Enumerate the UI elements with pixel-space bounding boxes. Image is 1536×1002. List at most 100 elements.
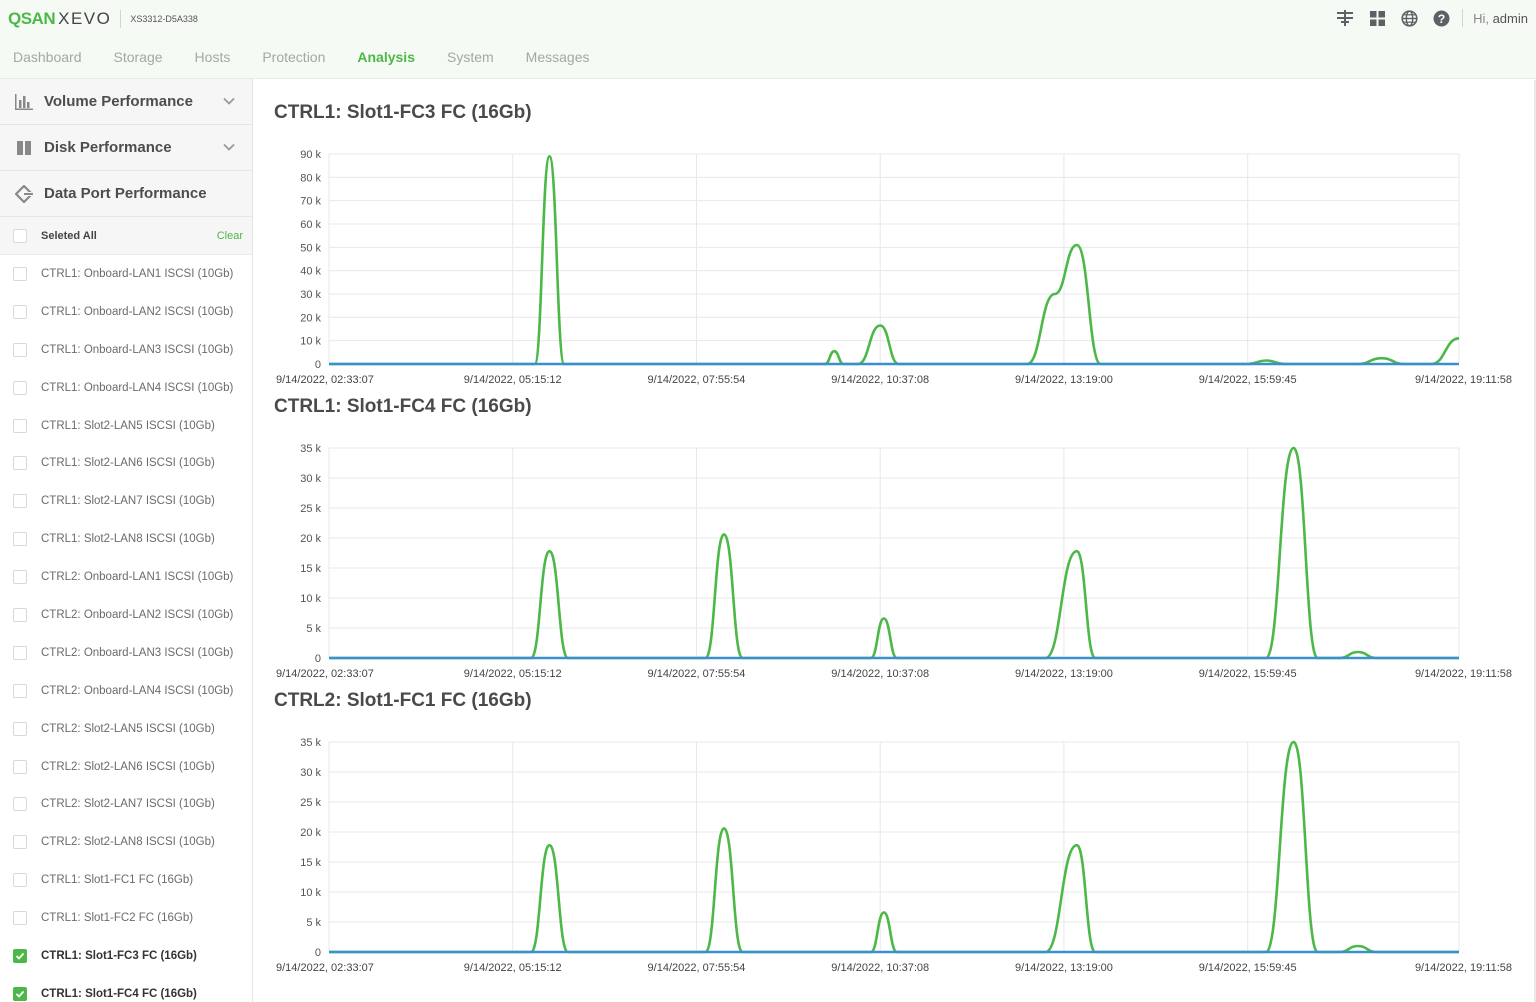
- data-port-item[interactable]: CTRL2: Slot2-LAN7 ISCSI (10Gb): [0, 785, 252, 823]
- performance-chart: 0 10 k 20 k 30 k 40 k 50 k 60 k 70 k 80 k 90 k 9/1…: [276, 149, 1512, 385]
- svg-text:?: ?: [1437, 11, 1444, 25]
- bar-chart-icon: [15, 93, 33, 111]
- globe-icon[interactable]: [1400, 9, 1418, 27]
- data-port-item[interactable]: CTRL2: Onboard-LAN4 ISCSI (10Gb): [0, 672, 252, 710]
- port-checkbox[interactable]: [13, 456, 27, 471]
- port-checkbox[interactable]: [13, 797, 27, 812]
- select-all-checkbox[interactable]: [13, 228, 27, 243]
- data-port-item[interactable]: CTRL2: Onboard-LAN3 ISCSI (10Gb): [0, 634, 252, 672]
- port-label: CTRL1: Onboard-LAN1 ISCSI (10Gb): [41, 267, 234, 280]
- grid-icon[interactable]: [1368, 9, 1386, 27]
- port-checkbox[interactable]: [13, 266, 27, 281]
- main-nav: Dashboard Storage Hosts Protection Analysis S…: [0, 46, 608, 68]
- port-checkbox[interactable]: [13, 911, 27, 926]
- data-port-item[interactable]: CTRL1: Slot1-FC1 FC (16Gb): [0, 861, 252, 899]
- data-port-item[interactable]: CTRL1: Onboard-LAN1 ISCSI (10Gb): [0, 255, 252, 293]
- data-port-list: CTRL1: Onboard-LAN1 ISCSI (10Gb) CTRL1: O…: [0, 255, 252, 1002]
- port-label: CTRL1: Slot2-LAN5 ISCSI (10Gb): [41, 419, 215, 432]
- port-label: CTRL1: Onboard-LAN2 ISCSI (10Gb): [41, 305, 234, 318]
- port-checkbox[interactable]: [13, 532, 27, 547]
- y-tick-label: 15 k: [300, 563, 321, 575]
- data-port-item[interactable]: CTRL2: Slot2-LAN8 ISCSI (10Gb): [0, 823, 252, 861]
- port-checkbox[interactable]: [13, 986, 27, 1001]
- data-port-item[interactable]: CTRL1: Slot1-FC2 FC (16Gb): [0, 899, 252, 937]
- header-actions: ? Hi, admin: [1322, 8, 1528, 28]
- y-tick-label: 5 k: [306, 623, 321, 635]
- checkmark-icon: [15, 990, 25, 998]
- y-tick-label: 35 k: [300, 737, 321, 749]
- tab-system[interactable]: System: [446, 49, 494, 65]
- x-tick-label: 9/14/2022, 13:19:00: [1015, 962, 1113, 973]
- y-tick-label: 30 k: [300, 767, 321, 779]
- port-label: CTRL2: Slot2-LAN5 ISCSI (10Gb): [41, 722, 215, 735]
- port-checkbox[interactable]: [13, 342, 27, 357]
- volume-performance-section[interactable]: Volume Performance: [0, 79, 252, 125]
- data-port-item[interactable]: CTRL1: Onboard-LAN2 ISCSI (10Gb): [0, 293, 252, 331]
- disk-performance-section[interactable]: Disk Performance: [0, 125, 252, 171]
- port-checkbox[interactable]: [13, 380, 27, 395]
- port-checkbox[interactable]: [13, 607, 27, 622]
- tab-analysis[interactable]: Analysis: [357, 49, 415, 65]
- brand: QSAN XEVO XS3312-D5A338: [8, 9, 198, 29]
- port-checkbox[interactable]: [13, 418, 27, 433]
- y-tick-label: 20 k: [300, 312, 321, 324]
- port-label: CTRL1: Slot2-LAN6 ISCSI (10Gb): [41, 457, 215, 470]
- y-tick-label: 50 k: [300, 242, 321, 254]
- y-tick-label: 80 k: [300, 172, 321, 184]
- data-port-item[interactable]: CTRL2: Onboard-LAN2 ISCSI (10Gb): [0, 596, 252, 634]
- x-tick-label: 9/14/2022, 07:55:54: [648, 668, 746, 679]
- brand-logo-qsan: QSAN: [8, 9, 56, 28]
- port-label: CTRL2: Slot2-LAN8 ISCSI (10Gb): [41, 836, 215, 849]
- data-port-performance-label: Data Port Performance: [44, 185, 207, 202]
- user-greeting[interactable]: Hi, admin: [1473, 11, 1528, 26]
- x-tick-label: 9/14/2022, 19:11:58: [1415, 374, 1512, 385]
- data-port-performance-section[interactable]: Data Port Performance: [0, 171, 252, 217]
- data-port-item[interactable]: CTRL1: Onboard-LAN4 ISCSI (10Gb): [0, 369, 252, 407]
- port-checkbox[interactable]: [13, 683, 27, 698]
- y-tick-label: 25 k: [300, 797, 321, 809]
- port-label: CTRL1: Onboard-LAN3 ISCSI (10Gb): [41, 343, 234, 356]
- data-port-item[interactable]: CTRL2: Slot2-LAN6 ISCSI (10Gb): [0, 748, 252, 786]
- port-label: CTRL2: Onboard-LAN2 ISCSI (10Gb): [41, 608, 234, 621]
- data-port-item[interactable]: CTRL1: Onboard-LAN3 ISCSI (10Gb): [0, 331, 252, 369]
- tab-storage[interactable]: Storage: [113, 49, 163, 65]
- port-checkbox[interactable]: [13, 948, 27, 963]
- data-port-item[interactable]: CTRL1: Slot2-LAN6 ISCSI (10Gb): [0, 444, 252, 482]
- tab-protection[interactable]: Protection: [262, 49, 326, 65]
- y-tick-label: 60 k: [300, 219, 321, 231]
- port-label: CTRL2: Slot2-LAN6 ISCSI (10Gb): [41, 760, 215, 773]
- chevron-down-icon: [222, 140, 236, 154]
- clear-button[interactable]: Clear: [216, 229, 243, 242]
- port-checkbox[interactable]: [13, 304, 27, 319]
- port-checkbox[interactable]: [13, 873, 27, 888]
- data-port-item[interactable]: CTRL1: Slot2-LAN8 ISCSI (10Gb): [0, 520, 252, 558]
- port-checkbox[interactable]: [13, 759, 27, 774]
- x-tick-label: 9/14/2022, 02:33:07: [276, 668, 374, 679]
- help-icon[interactable]: ?: [1432, 9, 1450, 27]
- network-icon[interactable]: [1336, 9, 1354, 27]
- data-port-item[interactable]: CTRL1: Slot2-LAN5 ISCSI (10Gb): [0, 407, 252, 445]
- tab-dashboard[interactable]: Dashboard: [13, 49, 82, 65]
- tab-hosts[interactable]: Hosts: [194, 49, 231, 65]
- data-port-item[interactable]: CTRL1: Slot1-FC4 FC (16Gb): [0, 975, 252, 1002]
- y-tick-label: 25 k: [300, 503, 321, 515]
- port-checkbox[interactable]: [13, 570, 27, 585]
- port-checkbox[interactable]: [13, 645, 27, 660]
- y-tick-label: 5 k: [306, 917, 321, 929]
- select-all-label: Seleted All: [41, 229, 97, 242]
- data-port-item[interactable]: CTRL2: Slot2-LAN5 ISCSI (10Gb): [0, 710, 252, 748]
- y-tick-label: 10 k: [300, 887, 321, 899]
- y-tick-label: 30 k: [300, 473, 321, 485]
- y-tick-label: 40 k: [300, 266, 321, 278]
- port-checkbox[interactable]: [13, 835, 27, 850]
- data-port-item[interactable]: CTRL1: Slot1-FC3 FC (16Gb): [0, 937, 252, 975]
- y-tick-label: 20 k: [300, 827, 321, 839]
- header-divider: [1462, 9, 1464, 27]
- data-port-item[interactable]: CTRL1: Slot2-LAN7 ISCSI (10Gb): [0, 482, 252, 520]
- port-checkbox[interactable]: [13, 721, 27, 736]
- data-port-item[interactable]: CTRL2: Onboard-LAN1 ISCSI (10Gb): [0, 558, 252, 596]
- tab-messages[interactable]: Messages: [525, 49, 590, 65]
- port-checkbox[interactable]: [13, 494, 27, 509]
- scroll-border: [1534, 80, 1536, 1002]
- y-tick-label: 0: [315, 947, 321, 959]
